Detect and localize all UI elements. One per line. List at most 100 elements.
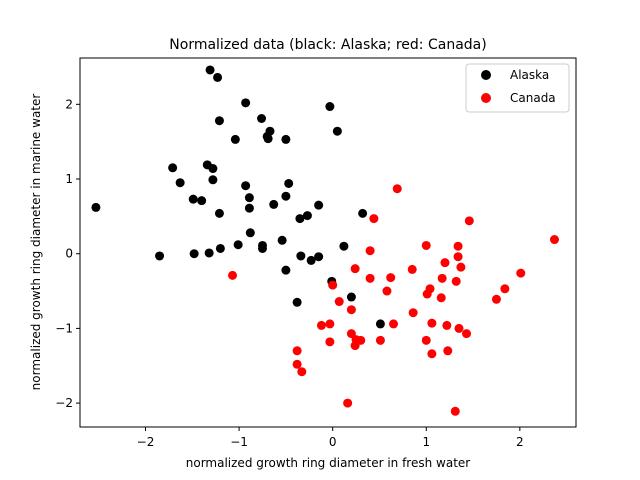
x-axis-ticks: −2 −1 0 1 2 [137,427,524,449]
point-canada [516,268,526,278]
point-canada [421,335,431,345]
point-alaska [245,228,255,238]
point-canada [427,349,437,359]
point-canada [450,406,460,416]
point-alaska [306,255,316,265]
point-canada [491,294,501,304]
legend-marker-alaska [481,70,491,80]
point-canada [443,346,453,356]
point-alaska [244,203,254,213]
point-alaska [205,65,215,75]
point-alaska [277,235,287,245]
point-canada [421,240,431,250]
point-canada [456,262,466,272]
point-alaska [188,194,198,204]
x-tick-label: −1 [230,435,248,449]
y-tick-label: 0 [65,247,73,261]
y-tick-label: −1 [55,321,73,335]
point-canada [453,241,463,251]
point-alaska [375,319,385,329]
point-canada [436,293,446,303]
point-canada [334,297,344,307]
point-alaska [263,134,273,144]
point-alaska [189,249,199,259]
point-canada [389,319,399,329]
point-alaska [215,243,225,253]
point-alaska [314,252,324,262]
point-canada [350,264,360,274]
point-alaska [314,200,324,210]
x-tick-label: 1 [422,435,430,449]
point-canada [356,335,366,345]
plot-points [91,65,559,416]
point-alaska [281,265,291,275]
point-canada [228,270,238,280]
point-alaska [295,214,305,224]
point-alaska [208,164,218,174]
point-alaska [91,202,101,212]
point-alaska [358,208,368,218]
y-axis-ticks: −2 −1 0 1 2 [55,97,80,410]
point-canada [407,264,417,274]
point-alaska [213,72,223,82]
point-alaska [155,251,165,261]
point-canada [427,318,437,328]
legend-label-alaska: Alaska [510,68,549,82]
point-alaska [257,243,267,253]
plot-frame [79,57,577,428]
point-alaska [214,116,224,126]
point-canada [437,273,447,283]
y-tick-label: 1 [65,172,73,186]
point-canada [392,184,402,194]
point-canada [454,323,464,333]
chart-title: Normalized data (black: Alaska; red: Can… [169,37,486,53]
point-canada [365,273,375,283]
point-alaska [281,134,291,144]
y-tick-label: 2 [65,97,73,111]
point-canada [346,305,356,315]
point-canada [316,320,326,330]
point-canada [365,246,375,256]
legend-label-canada: Canada [510,91,556,105]
point-alaska [197,196,207,206]
point-alaska [214,208,224,218]
point-canada [386,273,396,283]
point-alaska [168,163,178,173]
point-alaska [281,191,291,201]
point-canada [297,367,307,377]
y-axis-label: normalized growth ring diameter in marin… [29,94,43,391]
point-alaska [339,241,349,251]
point-alaska [332,126,342,136]
point-alaska [325,102,335,112]
point-canada [453,252,463,262]
point-alaska [257,114,267,123]
x-tick-label: 0 [329,435,337,449]
point-canada [292,346,302,356]
point-canada [382,286,392,296]
legend-box [465,63,570,113]
point-alaska [296,251,306,261]
x-tick-label: −2 [137,435,155,449]
point-alaska [230,134,240,144]
point-alaska [284,178,294,188]
point-alaska [269,199,279,209]
point-canada [464,216,474,226]
point-alaska [233,240,243,250]
legend: Alaska Canada [465,63,570,113]
point-canada [292,359,302,369]
point-canada [325,319,335,329]
point-canada [500,284,510,294]
point-canada [325,337,335,347]
point-alaska [208,175,218,185]
point-canada [442,320,452,330]
point-canada [425,284,435,294]
point-alaska [292,297,302,307]
point-alaska [244,193,254,203]
point-canada [369,214,379,224]
point-canada [440,258,450,268]
point-canada [451,276,461,286]
point-alaska [346,292,356,302]
point-canada [328,280,338,290]
point-alaska [302,211,312,221]
